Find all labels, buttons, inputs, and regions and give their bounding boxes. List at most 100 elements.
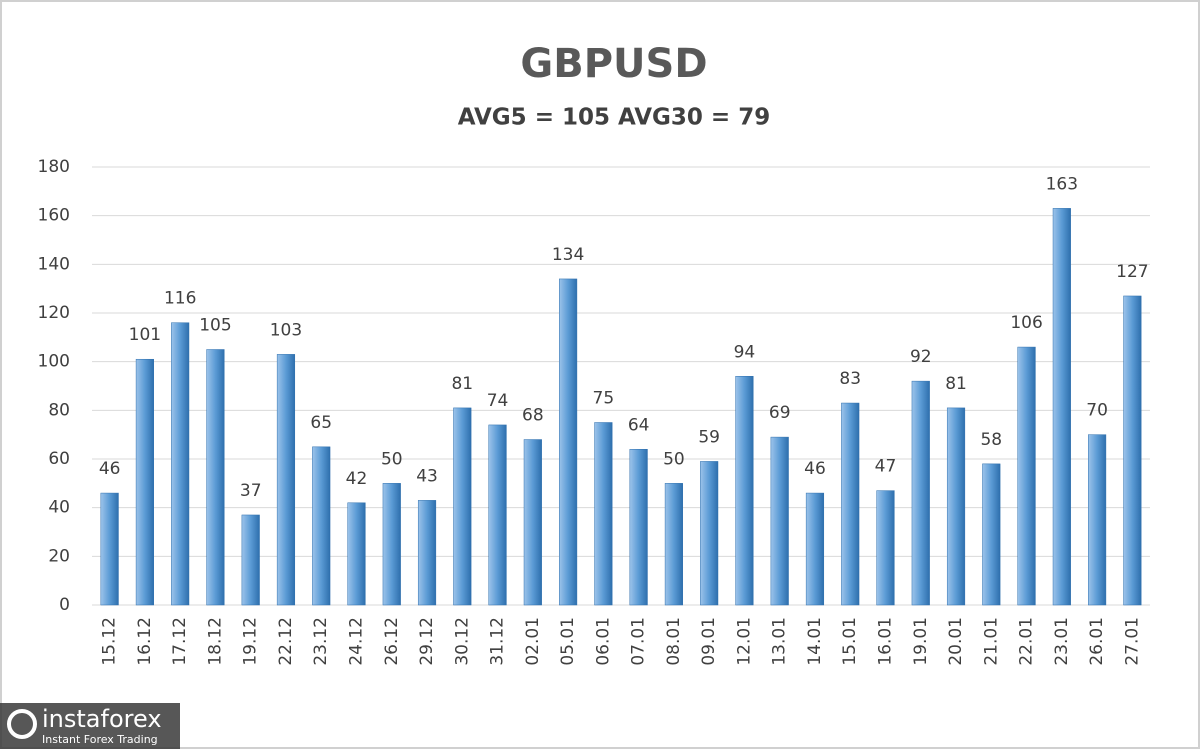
y-tick-label: 100 <box>38 352 70 372</box>
data-label: 83 <box>839 369 861 389</box>
data-label: 59 <box>698 427 720 447</box>
x-tick-label: 23.12 <box>311 617 331 666</box>
x-tick-label: 19.01 <box>911 617 931 666</box>
x-tick-label: 13.01 <box>770 617 790 666</box>
data-label: 94 <box>734 342 756 362</box>
x-tick-label: 09.01 <box>699 617 719 666</box>
bar <box>911 380 930 606</box>
bar <box>453 407 472 606</box>
y-tick-label: 40 <box>48 498 70 518</box>
x-tick-label: 22.12 <box>276 617 296 666</box>
x-tick-label: 20.01 <box>946 617 966 666</box>
y-tick-label: 80 <box>48 400 70 420</box>
bar <box>382 483 401 606</box>
data-label: 163 <box>1046 174 1078 194</box>
bar <box>417 500 437 606</box>
x-tick-label: 30.12 <box>452 617 472 666</box>
data-label: 75 <box>593 389 615 409</box>
data-label: 101 <box>129 325 161 345</box>
bar <box>523 439 542 606</box>
x-tick-label: 05.01 <box>558 617 578 666</box>
data-label: 69 <box>769 403 791 423</box>
bar <box>171 322 190 606</box>
chart-title: GBPUSD <box>520 41 707 87</box>
x-tick-label: 22.01 <box>1017 617 1037 666</box>
bar <box>135 358 154 606</box>
watermark: instaforex Instant Forex Trading <box>0 703 180 749</box>
y-tick-label: 60 <box>48 449 70 469</box>
data-label: 46 <box>99 459 121 479</box>
bar <box>629 449 648 606</box>
bar <box>876 490 895 606</box>
data-label: 50 <box>381 449 403 469</box>
data-label: 106 <box>1010 313 1042 333</box>
y-tick-label: 140 <box>38 254 70 274</box>
data-label: 92 <box>910 347 932 367</box>
bar <box>100 492 119 606</box>
data-label: 43 <box>416 466 438 486</box>
bar <box>805 492 825 606</box>
bar <box>982 463 1001 606</box>
data-label: 47 <box>875 457 897 477</box>
data-label: 64 <box>628 415 650 435</box>
watermark-box <box>0 703 180 749</box>
data-label: 105 <box>199 316 231 336</box>
data-label: 58 <box>980 430 1002 450</box>
chart-subtitle: AVG5 = 105 AVG30 = 79 <box>458 105 770 131</box>
x-tick-label: 26.01 <box>1087 617 1107 666</box>
y-tick-label: 160 <box>38 206 70 226</box>
bar <box>312 446 331 606</box>
bar <box>1052 208 1071 606</box>
bar <box>1123 295 1142 606</box>
x-tick-label: 31.12 <box>488 617 508 666</box>
bar <box>700 461 719 606</box>
bar <box>946 407 966 606</box>
y-tick-label: 20 <box>48 546 70 566</box>
x-tick-label: 24.12 <box>347 617 367 666</box>
watermark-tagline: Instant Forex Trading <box>42 733 158 746</box>
bar <box>347 502 366 606</box>
x-tick-label: 08.01 <box>664 617 684 666</box>
watermark-logo <box>7 709 37 739</box>
x-tick-label: 26.12 <box>382 617 402 666</box>
x-tick-label: 29.12 <box>417 617 437 666</box>
x-tick-label: 06.01 <box>593 617 613 666</box>
x-tick-label: 19.12 <box>241 617 261 666</box>
data-label: 42 <box>346 469 368 489</box>
bar <box>1088 434 1107 606</box>
x-tick-label: 27.01 <box>1122 617 1142 666</box>
data-label: 37 <box>240 481 262 501</box>
y-tick-label: 0 <box>59 595 70 615</box>
x-tick-label: 16.12 <box>135 617 155 666</box>
x-tick-label: 23.01 <box>1052 617 1072 666</box>
data-label: 74 <box>487 391 509 411</box>
data-label: 103 <box>270 320 302 340</box>
x-tick-label: 21.01 <box>981 617 1001 666</box>
y-tick-label: 120 <box>38 303 70 323</box>
x-tick-label: 15.01 <box>840 617 860 666</box>
watermark-brand: instaforex <box>42 705 162 733</box>
bar <box>594 422 613 606</box>
x-tick-label: 17.12 <box>170 617 190 666</box>
x-tick-label: 16.01 <box>876 617 896 666</box>
x-tick-label: 02.01 <box>523 617 543 666</box>
x-tick-label: 12.01 <box>734 617 754 666</box>
data-label: 65 <box>310 413 332 433</box>
bar <box>841 402 860 606</box>
data-label: 46 <box>804 459 826 479</box>
y-tick-label: 180 <box>38 157 70 177</box>
data-label: 134 <box>552 245 584 265</box>
x-tick-label: 07.01 <box>629 617 649 666</box>
data-label: 68 <box>522 406 544 426</box>
x-tick-label: 15.12 <box>100 617 120 666</box>
x-tick-label: 18.12 <box>205 617 225 666</box>
bar <box>664 483 683 606</box>
data-label: 127 <box>1116 262 1148 282</box>
data-label: 81 <box>945 374 967 394</box>
bar <box>559 278 578 606</box>
x-tick-label: 14.01 <box>805 617 825 666</box>
bar <box>241 514 260 606</box>
data-label: 50 <box>663 449 685 469</box>
